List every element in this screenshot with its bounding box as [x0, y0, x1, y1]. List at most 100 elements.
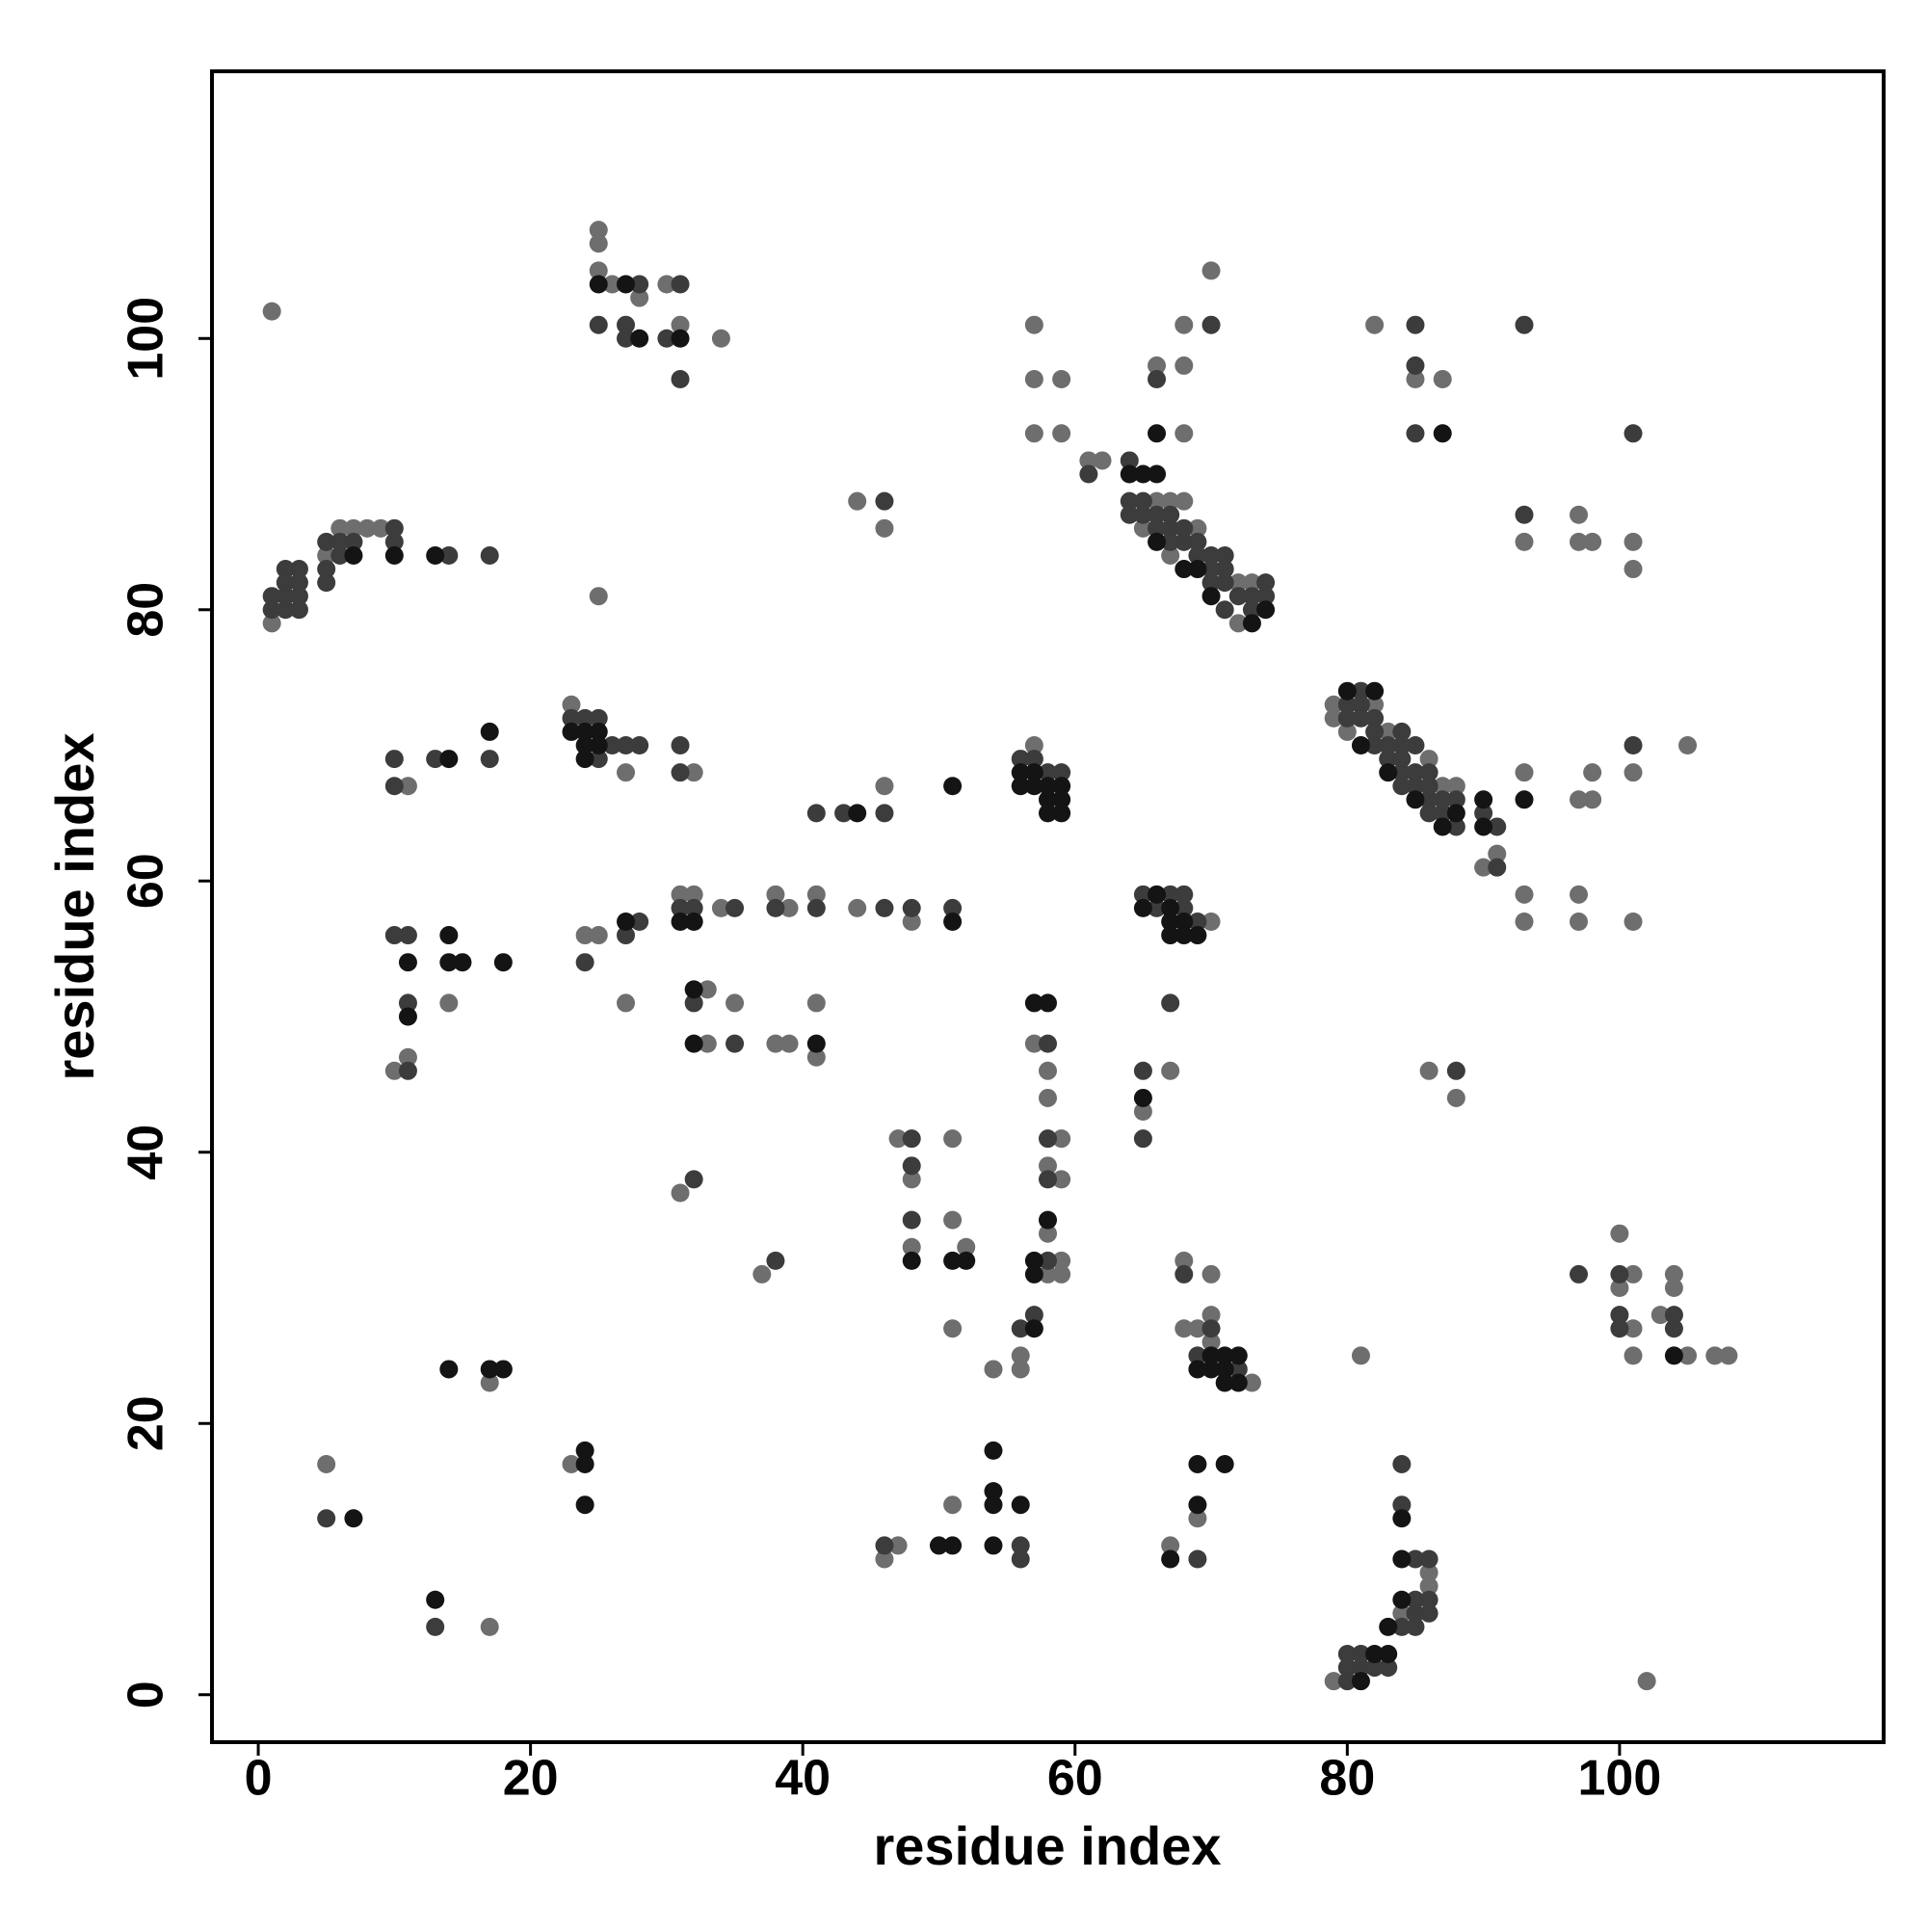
contact-point — [344, 1509, 363, 1528]
contact-point — [1610, 1278, 1629, 1297]
contact-point — [1228, 587, 1248, 606]
x-tick-label: 20 — [503, 1751, 559, 1807]
contact-point — [984, 1495, 1003, 1515]
contact-point — [1392, 777, 1412, 796]
contact-point — [1175, 315, 1194, 334]
contact-point — [1133, 518, 1152, 538]
contact-point — [384, 777, 404, 796]
contact-point — [779, 898, 799, 917]
y-tick-label: 40 — [119, 1125, 174, 1180]
contact-point — [1242, 587, 1261, 606]
contact-point — [1024, 1319, 1043, 1338]
contact-point — [1201, 573, 1221, 593]
contact-point — [671, 315, 690, 334]
contact-point — [984, 1482, 1003, 1501]
contact-point — [398, 1047, 417, 1067]
contact-point — [1351, 736, 1370, 755]
contact-point — [1570, 1264, 1589, 1284]
contact-point — [1446, 1088, 1465, 1107]
contact-point — [1039, 790, 1057, 809]
contact-point — [1201, 1346, 1221, 1365]
contact-point — [1392, 1603, 1412, 1623]
contact-point — [806, 1047, 826, 1067]
contact-point — [330, 545, 350, 565]
contact-point — [617, 736, 636, 755]
contact-point — [426, 750, 445, 769]
contact-point — [1201, 587, 1221, 606]
contact-point — [1024, 1306, 1043, 1325]
contact-point — [630, 275, 649, 294]
contact-point — [671, 885, 690, 904]
contact-point — [1188, 1495, 1207, 1515]
contact-point — [1365, 1645, 1385, 1664]
contact-point — [1039, 1264, 1057, 1284]
contact-point — [1148, 369, 1167, 388]
contact-point — [943, 1495, 963, 1515]
contact-point — [875, 1549, 894, 1569]
contact-point — [344, 532, 363, 551]
contact-point — [262, 600, 281, 620]
contact-point — [1365, 1658, 1385, 1678]
contact-point — [834, 804, 854, 823]
contact-point — [1024, 1264, 1043, 1284]
contact-point — [1337, 1658, 1357, 1678]
contact-point — [562, 695, 581, 714]
contact-point — [289, 600, 308, 620]
contact-point — [1201, 912, 1221, 931]
contact-point — [480, 750, 499, 769]
contact-point — [276, 573, 295, 593]
contact-point — [1446, 777, 1465, 796]
contact-point — [1379, 736, 1398, 755]
contact-point — [1406, 763, 1425, 782]
contact-point — [1488, 844, 1507, 863]
contact-point — [1039, 1088, 1057, 1107]
contact-point — [589, 221, 608, 240]
contact-point — [1188, 545, 1207, 565]
contact-point — [1419, 1549, 1439, 1569]
contact-point — [1664, 1346, 1683, 1365]
contact-point — [943, 912, 963, 931]
contact-point — [1242, 1373, 1261, 1392]
contact-point — [1039, 804, 1057, 823]
y-tick-label: 80 — [119, 582, 174, 638]
contact-point — [1623, 424, 1643, 443]
contact-point — [1623, 736, 1643, 755]
contact-point — [453, 953, 472, 972]
contact-point — [1488, 817, 1507, 836]
contact-point — [1161, 1536, 1180, 1555]
contact-point — [1610, 1264, 1629, 1284]
contact-point — [617, 315, 636, 334]
contact-point — [1148, 505, 1167, 524]
contact-point — [875, 804, 894, 823]
contact-point — [1392, 1495, 1412, 1515]
contact-point — [1188, 912, 1207, 931]
contact-point — [1215, 1454, 1234, 1473]
contact-point — [1024, 736, 1043, 755]
contact-point — [1052, 1129, 1071, 1149]
contact-point — [562, 1454, 581, 1473]
contact-point — [1188, 1346, 1207, 1365]
contact-point — [1379, 1645, 1398, 1664]
contact-point — [1351, 1672, 1370, 1691]
contact-point — [1011, 1549, 1030, 1569]
x-tick-label: 80 — [1319, 1751, 1375, 1807]
contact-point — [1052, 790, 1071, 809]
contact-point — [317, 560, 336, 579]
contact-point — [1365, 722, 1385, 741]
contact-point — [1052, 424, 1071, 443]
contact-point — [1161, 545, 1180, 565]
contact-point — [493, 1360, 513, 1379]
contact-point — [1215, 1373, 1234, 1392]
contact-point — [1039, 1061, 1057, 1080]
contact-point — [1161, 532, 1180, 551]
contact-point — [1474, 790, 1493, 809]
contact-point — [766, 885, 785, 904]
contact-point — [943, 898, 963, 917]
contact-point — [1133, 1102, 1152, 1122]
contact-point — [1201, 1306, 1221, 1325]
contact-point — [589, 261, 608, 280]
contact-point — [1623, 1264, 1643, 1284]
contact-point — [1039, 1224, 1057, 1243]
contact-point — [1039, 1170, 1057, 1189]
contact-point — [1161, 926, 1180, 945]
